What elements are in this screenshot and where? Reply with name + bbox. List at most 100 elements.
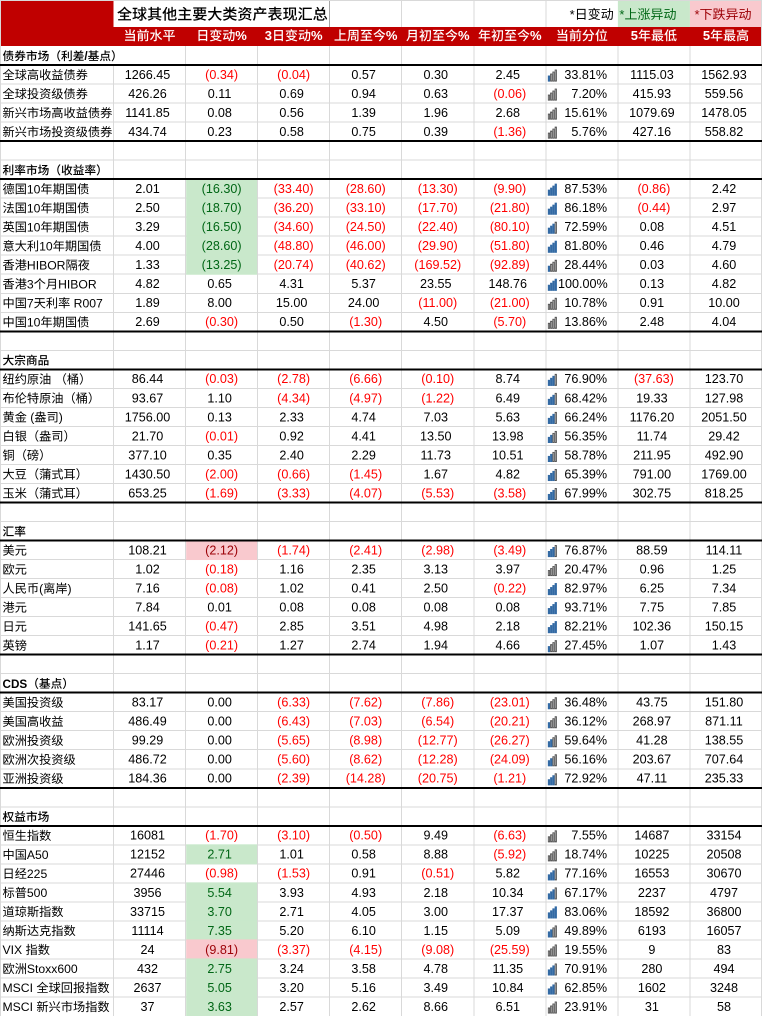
svg-text:7.55%: 7.55% — [571, 829, 607, 843]
svg-text:2.18: 2.18 — [423, 886, 448, 900]
svg-text:(24.50): (24.50) — [346, 220, 386, 234]
svg-text:4797: 4797 — [710, 886, 738, 900]
svg-text:138.55: 138.55 — [705, 734, 744, 748]
svg-text:(0.86): (0.86) — [637, 182, 670, 196]
svg-text:1.25: 1.25 — [712, 562, 737, 576]
svg-text:1.89: 1.89 — [135, 296, 160, 310]
svg-text:76.87%: 76.87% — [564, 543, 607, 557]
svg-text:4.82: 4.82 — [712, 277, 737, 291]
svg-text:2.33: 2.33 — [279, 410, 304, 424]
svg-text:27.45%: 27.45% — [564, 639, 607, 653]
svg-text:16553: 16553 — [634, 867, 669, 881]
svg-text:302.75: 302.75 — [633, 486, 672, 500]
svg-text:102.36: 102.36 — [633, 619, 672, 633]
svg-text:*: * — [694, 7, 699, 22]
svg-text:5.09: 5.09 — [496, 924, 521, 938]
svg-text:(21.00): (21.00) — [490, 296, 530, 310]
svg-text:1266.45: 1266.45 — [125, 68, 171, 82]
svg-text:11.74: 11.74 — [637, 429, 668, 443]
svg-text:20.47%: 20.47% — [564, 562, 607, 576]
svg-text:1430.50: 1430.50 — [125, 467, 171, 481]
svg-text:(0.18): (0.18) — [205, 562, 238, 576]
svg-text:(28.60): (28.60) — [202, 239, 242, 253]
svg-text:0.08: 0.08 — [423, 600, 448, 614]
svg-text:(8.62): (8.62) — [349, 753, 382, 767]
svg-text:(13.30): (13.30) — [418, 182, 458, 196]
svg-text:(20.75): (20.75) — [418, 772, 458, 786]
svg-text:(25.59): (25.59) — [490, 943, 530, 957]
svg-text:0.00: 0.00 — [207, 696, 232, 710]
svg-text:(5.65): (5.65) — [277, 734, 310, 748]
svg-text:0.58: 0.58 — [279, 125, 304, 139]
svg-text:280: 280 — [641, 962, 662, 976]
svg-text:791.00: 791.00 — [633, 467, 672, 481]
svg-text:(18.70): (18.70) — [202, 201, 242, 215]
svg-text:5: 5 — [703, 28, 710, 43]
svg-text:36.48%: 36.48% — [564, 696, 607, 710]
svg-text:2.62: 2.62 — [351, 1000, 376, 1014]
svg-text:33715: 33715 — [130, 905, 165, 919]
svg-text:VIX: VIX — [3, 943, 23, 957]
svg-text:18.74%: 18.74% — [564, 848, 607, 862]
svg-text:2.42: 2.42 — [712, 182, 737, 196]
svg-text:1.16: 1.16 — [279, 562, 304, 576]
svg-text:(2.00): (2.00) — [205, 467, 238, 481]
svg-text:Stoxx600: Stoxx600 — [27, 962, 78, 976]
svg-text:%: % — [386, 28, 398, 43]
svg-text:62.85%: 62.85% — [564, 981, 607, 995]
svg-text:7: 7 — [27, 296, 34, 310]
svg-text:8.74: 8.74 — [496, 372, 521, 386]
svg-text:5: 5 — [631, 28, 638, 43]
svg-text:(0.30): (0.30) — [205, 315, 238, 329]
svg-text:(6.43): (6.43) — [277, 715, 310, 729]
svg-text:(40.62): (40.62) — [346, 258, 386, 272]
svg-text:0.75: 0.75 — [351, 125, 376, 139]
svg-text:2.71: 2.71 — [207, 848, 232, 862]
svg-text:(1.74): (1.74) — [277, 543, 310, 557]
svg-text:0.01: 0.01 — [207, 600, 232, 614]
svg-text:*: * — [619, 7, 624, 22]
svg-text:4.41: 4.41 — [351, 429, 376, 443]
svg-text:0.57: 0.57 — [351, 68, 376, 82]
svg-text:(0.66): (0.66) — [277, 467, 310, 481]
svg-text:23.55: 23.55 — [420, 277, 452, 291]
svg-text:4.66: 4.66 — [496, 639, 521, 653]
svg-text:(2.78): (2.78) — [277, 372, 310, 386]
svg-text:3.63: 3.63 — [207, 1000, 232, 1014]
svg-text:426.26: 426.26 — [128, 87, 167, 101]
svg-text:(3.10): (3.10) — [277, 829, 310, 843]
svg-text:(5.53): (5.53) — [421, 486, 454, 500]
svg-text:76.90%: 76.90% — [564, 372, 607, 386]
svg-text:(5.92): (5.92) — [493, 848, 526, 862]
svg-text:2.85: 2.85 — [279, 619, 304, 633]
svg-text:MSCI: MSCI — [3, 1000, 33, 1014]
svg-text:(3.58): (3.58) — [493, 486, 526, 500]
svg-text:0.00: 0.00 — [207, 753, 232, 767]
svg-text:16081: 16081 — [130, 829, 165, 843]
svg-text:0.63: 0.63 — [423, 87, 448, 101]
svg-text:2.35: 2.35 — [351, 562, 376, 576]
svg-text:(28.60): (28.60) — [346, 182, 386, 196]
svg-text:1.17: 1.17 — [135, 639, 160, 653]
svg-text:65.39%: 65.39% — [564, 467, 607, 481]
svg-text:(1.30): (1.30) — [349, 315, 382, 329]
svg-text:6.49: 6.49 — [496, 391, 521, 405]
svg-text:2.74: 2.74 — [351, 639, 376, 653]
svg-text:(80.10): (80.10) — [490, 220, 530, 234]
svg-text:66.24%: 66.24% — [564, 410, 607, 424]
svg-text:82.97%: 82.97% — [564, 581, 607, 595]
svg-text:(0.51): (0.51) — [421, 867, 454, 881]
svg-text:(1.22): (1.22) — [421, 391, 454, 405]
svg-text:83: 83 — [717, 943, 731, 957]
svg-text:6193: 6193 — [638, 924, 666, 938]
svg-text:33154: 33154 — [706, 829, 741, 843]
svg-text:11.35: 11.35 — [493, 962, 524, 976]
svg-text:3.00: 3.00 — [423, 905, 448, 919]
svg-text:33.81%: 33.81% — [564, 68, 607, 82]
svg-text:17.37: 17.37 — [492, 905, 524, 919]
svg-text:83.17: 83.17 — [132, 696, 164, 710]
svg-text:47.11: 47.11 — [637, 772, 668, 786]
svg-text:(20.74): (20.74) — [274, 258, 314, 272]
svg-text:1478.05: 1478.05 — [701, 106, 747, 120]
svg-text:11.73: 11.73 — [420, 448, 451, 462]
